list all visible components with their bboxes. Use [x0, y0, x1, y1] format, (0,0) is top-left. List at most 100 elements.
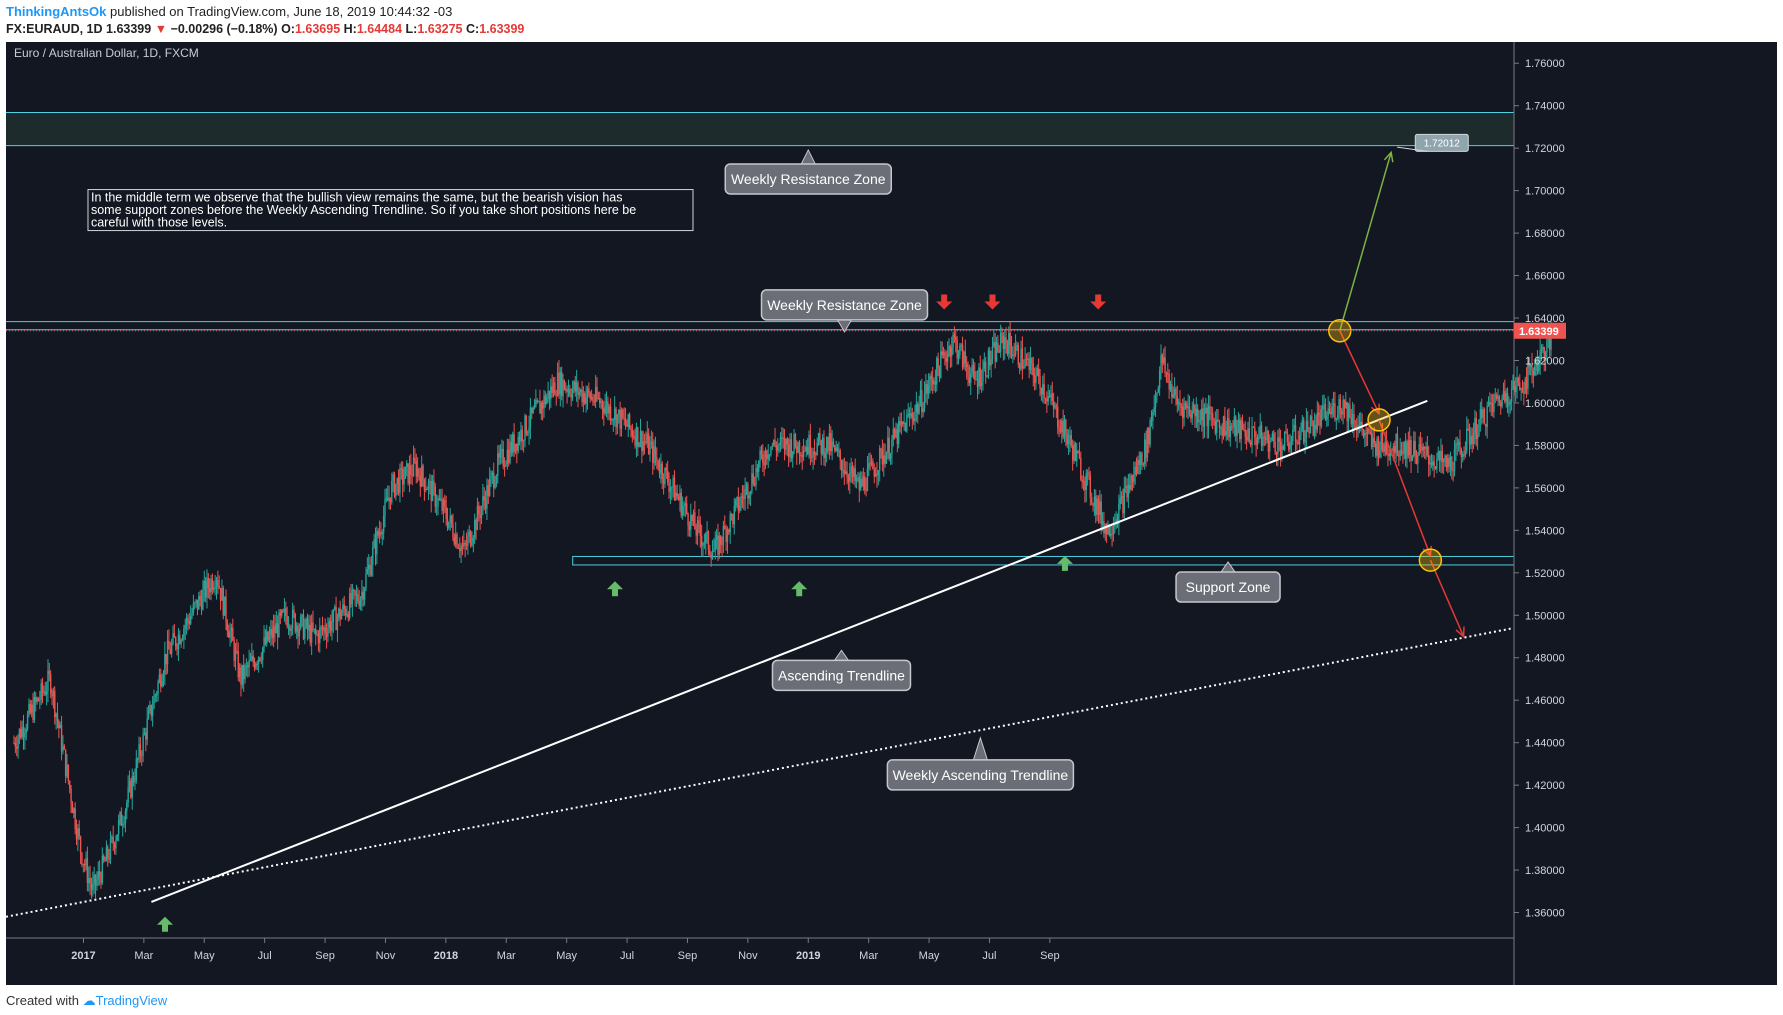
candle-body	[1360, 421, 1362, 426]
candle-body	[59, 724, 61, 729]
candle-body	[733, 505, 735, 525]
candle-body	[1002, 335, 1005, 349]
candle-body	[488, 478, 491, 496]
candle-body	[1377, 438, 1380, 458]
candle-body	[1293, 424, 1295, 430]
low-label: L:	[405, 22, 418, 36]
candle-body	[359, 598, 362, 607]
candle-body	[1039, 375, 1041, 388]
candle-body	[338, 608, 340, 618]
candle-body	[1438, 451, 1441, 461]
candle-body	[165, 653, 167, 665]
author-link[interactable]: ThinkingAntsOk	[6, 4, 107, 19]
candle-body	[798, 442, 801, 455]
candle-body	[1328, 408, 1331, 412]
candle-body	[1006, 343, 1009, 355]
candle-body	[257, 657, 260, 664]
candle-body	[295, 625, 298, 632]
close-label: C:	[466, 22, 480, 36]
candle-body	[1336, 415, 1339, 419]
candle-body	[350, 593, 352, 605]
candle-body	[845, 471, 847, 474]
candle-body	[514, 443, 517, 452]
candle-body	[861, 478, 863, 487]
candle-body	[522, 440, 525, 442]
candle-body	[638, 443, 640, 447]
candle-body	[196, 599, 199, 610]
candle-body	[832, 441, 835, 445]
candle-body	[878, 448, 881, 471]
candle-body	[1402, 453, 1404, 455]
candle-body	[132, 776, 135, 783]
candle-body	[1107, 524, 1109, 535]
candle-body	[102, 855, 105, 861]
candle-body	[154, 695, 157, 697]
candle-body	[388, 497, 390, 501]
candle-body	[1220, 427, 1222, 429]
candle-body	[1150, 420, 1153, 422]
candle-body	[944, 352, 946, 359]
candle-body	[1084, 480, 1086, 491]
candle-body	[1531, 364, 1533, 372]
target-price-badge	[1414, 133, 1469, 152]
candle-body	[213, 587, 215, 590]
candle-body	[753, 483, 756, 486]
candle-body	[323, 627, 325, 631]
candle-body	[389, 497, 392, 503]
candle-body	[96, 879, 98, 886]
candle-body	[1400, 450, 1403, 454]
candle-body	[698, 520, 700, 524]
time-axis: 2017 Mar May Jul Sep Nov 2018 Mar May Jul Sep Nov 20…	[6, 937, 1514, 962]
candle-body	[1298, 435, 1301, 445]
price-tick-label: 1.72000	[1525, 143, 1565, 155]
candle-body	[268, 634, 271, 641]
candle-body	[272, 626, 275, 639]
candle-body	[431, 480, 434, 502]
candle-body	[623, 418, 625, 420]
candle-body	[1395, 434, 1397, 453]
tradingview-link[interactable]: TradingView	[95, 993, 168, 1008]
low-value: 1.63275	[417, 22, 463, 36]
candle-body	[600, 401, 602, 403]
candle-body	[858, 477, 860, 491]
price-change: −0.00296 (−0.18%)	[170, 22, 278, 36]
candle-body	[869, 463, 871, 465]
candle-body	[884, 455, 886, 464]
price-chart[interactable]: Euro / Australian Dollar, 1D, FXCM 1.7201…	[5, 42, 1777, 985]
candle-body	[691, 514, 693, 521]
candle-body	[611, 420, 613, 422]
candle-body	[1216, 419, 1218, 433]
candle-body	[1542, 346, 1544, 349]
candle-body	[86, 858, 89, 883]
candle-body	[293, 609, 295, 615]
candle-body	[615, 408, 617, 428]
candle-body	[136, 758, 139, 760]
candle-body	[1082, 480, 1085, 483]
candle-body	[302, 614, 305, 639]
published-text: published on TradingView.com, June 18, 2…	[110, 4, 453, 19]
price-tick-label: 1.76000	[1525, 58, 1565, 70]
target-circle	[1418, 548, 1443, 572]
candle-body	[562, 380, 564, 397]
symbol-line: FX:EURAUD, 1D 1.63399 ▼ −0.00296 (−0.18%…	[6, 22, 524, 36]
candle-body	[580, 389, 582, 393]
chart-area[interactable]: Euro / Australian Dollar, 1D, FXCM 1.7201…	[5, 42, 1777, 985]
candle-body	[332, 609, 335, 623]
candle-body	[914, 411, 916, 422]
candle-body	[721, 544, 723, 546]
candle-body	[1434, 466, 1437, 469]
price-tick-label: 1.70000	[1525, 186, 1565, 198]
candle-body	[748, 495, 750, 499]
candle-body	[1031, 358, 1033, 364]
candle-body	[111, 837, 113, 839]
candle-body	[69, 781, 71, 789]
candle-body	[130, 780, 132, 798]
candle-body	[445, 506, 447, 520]
candle-body	[666, 470, 669, 483]
candle-body	[963, 351, 965, 368]
candle-body	[1119, 497, 1121, 504]
candle-body	[1058, 427, 1060, 431]
candle-body	[1172, 394, 1174, 398]
price-tick-label: 1.46000	[1525, 695, 1565, 707]
candle-body	[1425, 446, 1427, 449]
